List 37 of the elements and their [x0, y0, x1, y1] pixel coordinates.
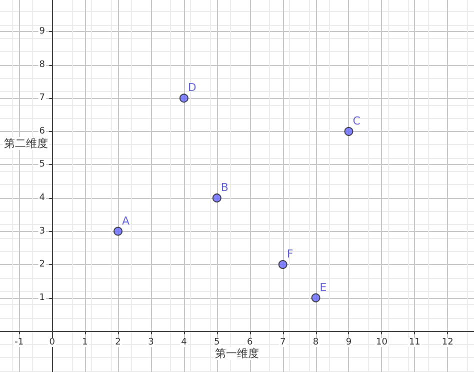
x-tick-label: 9	[346, 338, 352, 348]
x-tick-label: 12	[442, 338, 454, 348]
y-tick-label: 4	[39, 192, 46, 203]
x-tick-label: 8	[312, 338, 319, 348]
x-tick-label: 2	[115, 338, 121, 348]
point	[311, 293, 320, 302]
y-tick-label: 8	[39, 60, 46, 70]
y-axis-title: 第二维度	[4, 137, 48, 150]
y-tick-label: 1	[39, 292, 45, 303]
y-tick-label: 2	[39, 260, 45, 270]
x-tick-label: 6	[246, 338, 253, 348]
x-tick-label: 1	[82, 338, 88, 348]
x-tick-label: 10	[376, 338, 388, 348]
x-tick-label: 4	[181, 338, 188, 348]
x-tick-label: 11	[408, 338, 420, 348]
x-tick-label: 3	[148, 338, 154, 348]
point	[278, 260, 288, 270]
annotation: A	[122, 214, 130, 228]
point	[344, 126, 354, 136]
annotation: C	[352, 114, 361, 128]
y-tick-label: 5	[39, 160, 45, 170]
x-axis-title: 第一维度	[215, 347, 259, 360]
point	[212, 193, 222, 202]
y-tick-label: 9	[39, 26, 46, 37]
x-tick-label: -1	[14, 338, 24, 348]
x-tick-label: 0	[49, 338, 56, 348]
annotation: B	[220, 180, 228, 194]
y-tick-label: 7	[39, 93, 45, 104]
x-tick-label: 7	[280, 338, 286, 348]
point	[179, 94, 188, 103]
annotation: E	[320, 280, 327, 294]
y-tick-label: 3	[39, 226, 45, 236]
point	[114, 226, 123, 236]
x-tick-label: 5	[214, 338, 220, 348]
annotation: F	[286, 248, 294, 261]
y-tick-label: 6	[39, 126, 46, 136]
annotation: D	[188, 81, 196, 94]
